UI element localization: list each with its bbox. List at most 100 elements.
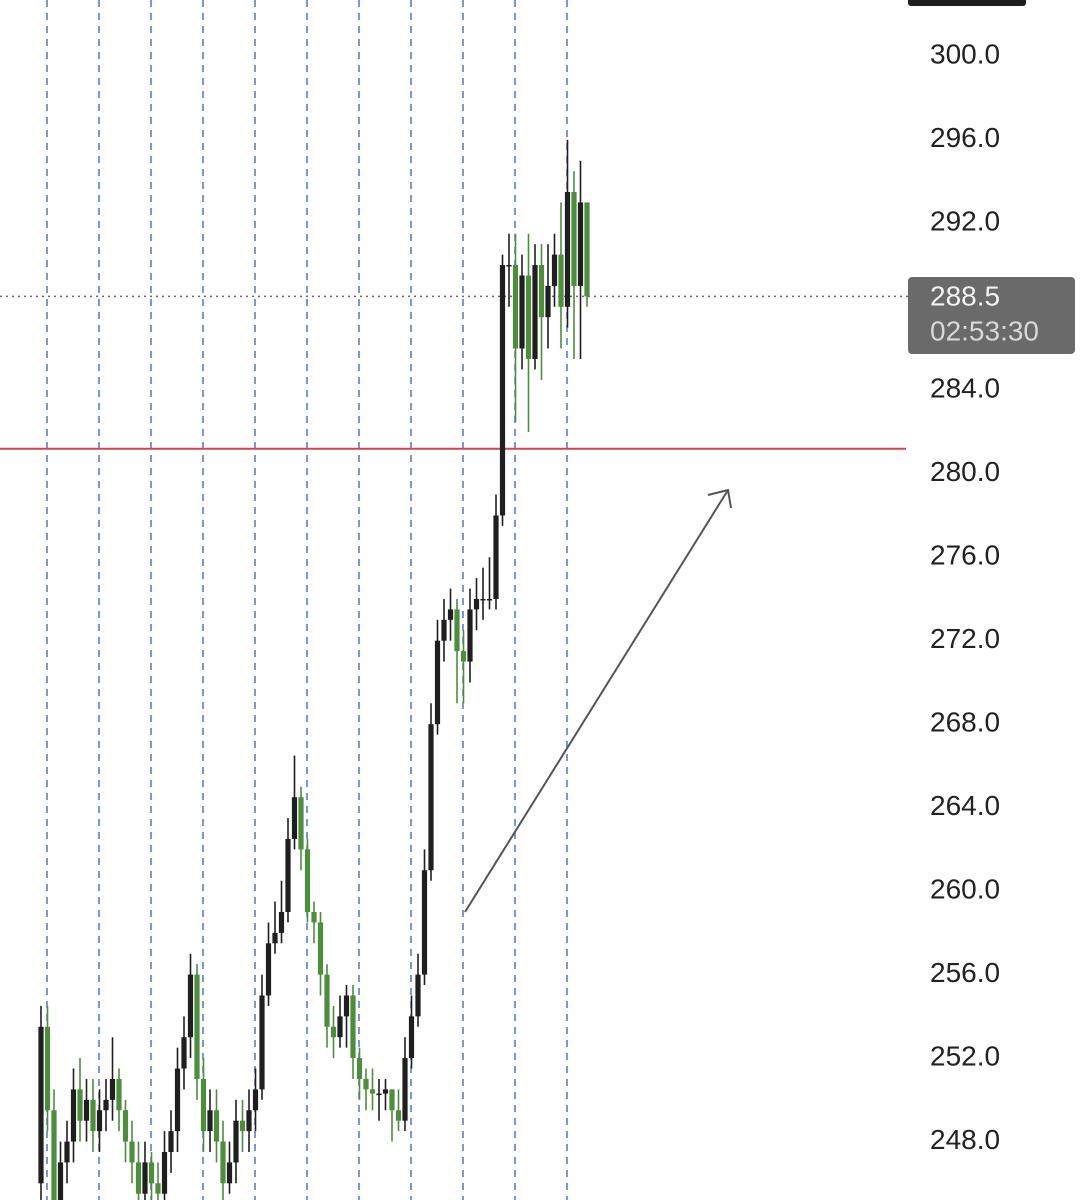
candle-body (382, 1089, 389, 1094)
candle-body (109, 1078, 116, 1100)
y-tick-label: 272.0 (930, 623, 1000, 654)
y-tick-label: 276.0 (930, 540, 1000, 571)
candle-body (285, 838, 291, 912)
candles (38, 139, 590, 1200)
candle-body (278, 912, 285, 933)
candle-body (467, 609, 473, 662)
candle-body (51, 1110, 57, 1200)
candle-body (135, 1162, 142, 1194)
candle-body (142, 1162, 148, 1194)
candle-body (83, 1099, 90, 1121)
candle-body (148, 1162, 155, 1184)
candle-body (525, 275, 532, 359)
candle-body (298, 797, 304, 850)
candle-body (460, 651, 467, 662)
y-tick-label: 280.0 (930, 456, 1000, 487)
candle-body (389, 1089, 395, 1111)
candle-body (265, 943, 272, 996)
candle-body (70, 1089, 77, 1142)
candle-body (363, 1078, 369, 1090)
price-lines (0, 295, 908, 450)
candle-body (558, 254, 564, 307)
candle-body (356, 1058, 363, 1079)
candle-body (174, 1068, 181, 1132)
candle-body (545, 285, 551, 318)
y-tick-label: 300.0 (930, 39, 1000, 70)
candle-body (337, 1016, 343, 1038)
candle-body (259, 995, 265, 1090)
candle-body (233, 1120, 239, 1163)
y-tick-label: 268.0 (930, 707, 1000, 738)
candle-body (330, 1026, 337, 1038)
candle-body (194, 974, 200, 1079)
candle-body (220, 1141, 226, 1184)
y-tick-label: 284.0 (930, 373, 1000, 404)
candle-body (564, 192, 571, 307)
candle-body (96, 1110, 103, 1132)
candle-body (200, 1078, 207, 1132)
candle-body (304, 849, 311, 912)
candle-body (246, 1110, 252, 1132)
candle-body (584, 202, 590, 297)
candle-body (376, 1093, 382, 1096)
arrow-shaft (464, 489, 729, 913)
candle-body (538, 265, 545, 318)
candle-body (57, 1162, 64, 1200)
candle-body (571, 192, 577, 286)
candle-body (408, 1016, 415, 1059)
candle-body (441, 619, 447, 641)
candle-body (187, 974, 194, 1038)
candle-body (129, 1141, 135, 1163)
candle-body (64, 1141, 70, 1163)
candle-body (415, 974, 421, 1017)
last-price-box (908, 277, 1075, 354)
candle-body (291, 797, 298, 839)
candle-body (181, 1037, 187, 1069)
candle-body (155, 1183, 161, 1194)
candle-body (421, 870, 428, 975)
trend-arrow (464, 488, 732, 913)
candle-body (77, 1089, 83, 1121)
y-tick-label: 252.0 (930, 1040, 1000, 1071)
candle-body (161, 1152, 168, 1194)
candle-body (428, 724, 434, 871)
candle-body (213, 1110, 220, 1142)
y-tick-label: 264.0 (930, 790, 1000, 821)
candle-body (239, 1120, 246, 1132)
time-separators (46, 0, 568, 1200)
candle-body (512, 265, 519, 349)
candle-body (577, 202, 584, 286)
candle-body (317, 922, 324, 975)
candle-body (103, 1099, 109, 1111)
candle-body (122, 1110, 129, 1142)
y-tick-label: 260.0 (930, 874, 1000, 905)
countdown-label: 02:53:30 (930, 315, 1039, 346)
candle-body (434, 640, 441, 725)
candle-body (493, 515, 499, 599)
candle-body (480, 598, 486, 601)
candle-body (252, 1089, 259, 1111)
candle-body (38, 1026, 44, 1184)
arrow-head (707, 488, 732, 509)
candle-body (519, 275, 525, 349)
y-tick-label: 256.0 (930, 957, 1000, 988)
candle-body (226, 1162, 233, 1184)
candle-body (506, 265, 512, 267)
y-tick-label: 292.0 (930, 206, 1000, 237)
candle-body (395, 1110, 402, 1121)
candle-body (116, 1078, 122, 1111)
candle-body (454, 609, 460, 652)
last-price-label: 288.5 (930, 280, 1000, 311)
candle-body (402, 1058, 408, 1121)
candle-body (499, 265, 506, 516)
candle-body (343, 995, 350, 1017)
candle-body (168, 1131, 174, 1152)
candle-body (350, 995, 356, 1059)
y-tick-label: 296.0 (930, 122, 1000, 153)
candle-body (551, 254, 558, 286)
candle-body (447, 609, 454, 620)
top-label-box (908, 0, 1026, 6)
candle-body (207, 1110, 213, 1132)
